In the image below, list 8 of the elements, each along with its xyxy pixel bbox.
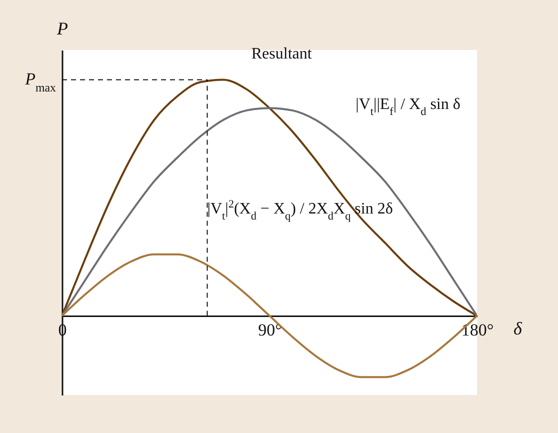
- ref-line-label: P$_{max}$: [24, 70, 56, 95]
- x-tick-label: 90°: [258, 320, 282, 340]
- y-axis-title: P: [56, 18, 68, 38]
- x-tick-label: 180°: [461, 320, 494, 340]
- text: |V$_{t}$|$^{2}$(X$_{d}$ − X$_{q}$) / 2X$_{d}$X$_{q}$ sin 2δ: [207, 198, 393, 222]
- series-label: |V$_{t}$||E$_{f}$| / X$_{d}$ sin δ: [356, 96, 460, 118]
- series-label: Resultant: [251, 46, 312, 63]
- x-axis-title: δ: [514, 318, 522, 338]
